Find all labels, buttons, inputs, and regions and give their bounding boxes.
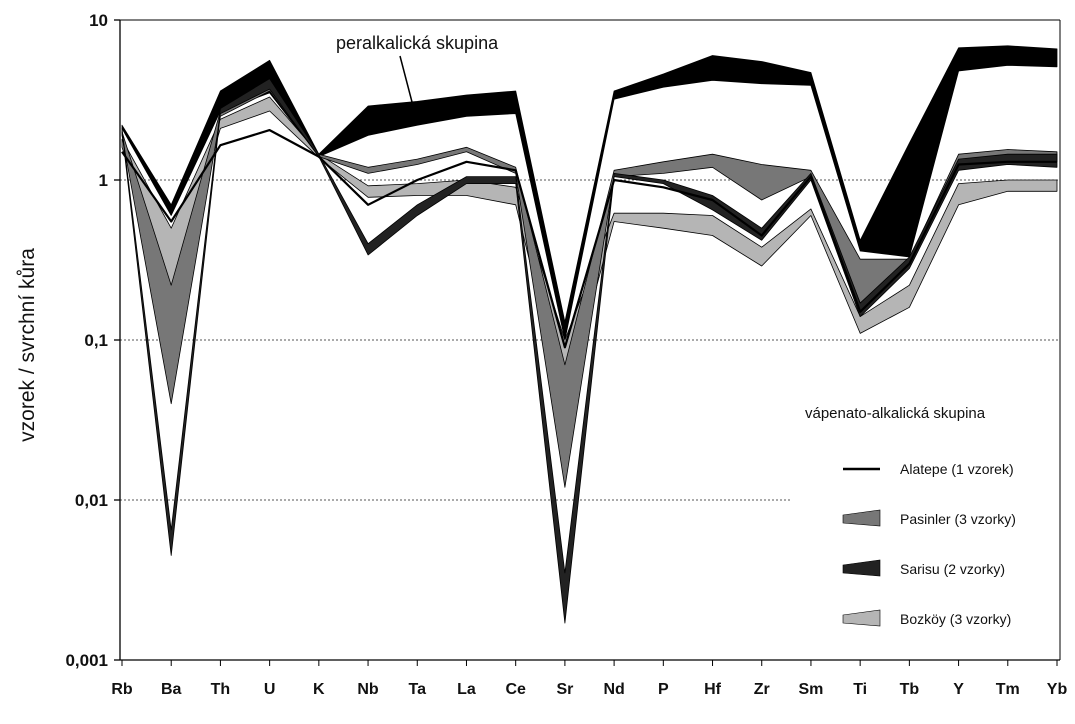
legend-entry-pasinler-3-vzorky: Pasinler (3 vzorky) <box>842 509 1016 527</box>
legend-entry-alatepe-1-vzorek: Alatepe (1 vzorek) <box>843 461 1014 477</box>
band-sarisu-2-vzorky <box>121 78 1058 624</box>
x-tick-label-yb: Yb <box>1047 681 1068 698</box>
gridlines <box>120 179 1060 501</box>
x-tick-label-k: K <box>313 681 325 698</box>
x-tick-label-ba: Ba <box>161 681 182 698</box>
legend-label: Bozköy (3 vzorky) <box>900 611 1011 627</box>
annotation-text: peralkalická skupina <box>336 33 499 53</box>
x-tick-label-u: U <box>264 681 276 698</box>
legend-label: Alatepe (1 vzorek) <box>900 461 1014 477</box>
x-tick-label-p: P <box>658 681 669 698</box>
legend-title: vápenato-alkalická skupina <box>805 405 986 422</box>
y-tick-label: 0,1 <box>84 331 108 350</box>
legend-swatch <box>842 509 881 527</box>
y-tick-label: 0,01 <box>75 491 108 510</box>
legend-label: Pasinler (3 vzorky) <box>900 511 1016 527</box>
x-tick-label-nb: Nb <box>357 681 379 698</box>
line-alatepe-1-vzorek <box>121 129 1057 349</box>
x-tick-label-sr: Sr <box>556 681 573 698</box>
x-tick-label-th: Th <box>211 681 231 698</box>
annotation-leader <box>399 55 413 103</box>
x-tick-label-tm: Tm <box>996 681 1020 698</box>
x-tick-label-tb: Tb <box>900 681 920 698</box>
series-lines <box>121 129 1058 349</box>
legend: vápenato-alkalická skupina Alatepe (1 vz… <box>805 405 1016 627</box>
axes <box>114 19 1061 666</box>
x-tick-label-hf: Hf <box>704 681 722 698</box>
legend-swatch <box>842 559 881 577</box>
y-axis-label: vzorek / svrchní kůra <box>16 248 39 442</box>
y-tick-label: 0,001 <box>65 651 108 670</box>
band-peralkalicka-skupina <box>121 45 1058 341</box>
x-tick-label-zr: Zr <box>754 681 770 698</box>
x-tick-label-ce: Ce <box>505 681 526 698</box>
x-tick-label-nd: Nd <box>603 681 624 698</box>
x-tick-label-ta: Ta <box>409 681 427 698</box>
x-tick-label-sm: Sm <box>798 681 823 698</box>
annotation: peralkalická skupina <box>336 33 499 103</box>
x-tick-label-rb: Rb <box>111 681 133 698</box>
x-tick-label-y: Y <box>953 681 964 698</box>
y-tick-label: 1 <box>99 171 108 190</box>
series-bands <box>121 45 1058 624</box>
x-tick-labels: Rb Ba Th U K Nb Ta La Ce Sr Nd P Hf Zr Sm Ti Tb Y Tm Yb <box>111 681 1067 698</box>
band-bozkoy-3-vzorky <box>121 96 1058 405</box>
legend-entry-sarisu-2-vzorky: Sarisu (2 vzorky) <box>842 559 1005 577</box>
x-tick-label-la: La <box>457 681 476 698</box>
legend-label: Sarisu (2 vzorky) <box>900 561 1005 577</box>
legend-entry-bozkoy-3-vzorky: Bozköy (3 vzorky) <box>842 609 1011 627</box>
y-tick-label: 10 <box>89 11 108 30</box>
legend-swatch <box>842 609 881 627</box>
x-tick-label-ti: Ti <box>853 681 867 698</box>
y-tick-labels: 10 1 0,1 0,01 0,001 <box>65 11 108 670</box>
